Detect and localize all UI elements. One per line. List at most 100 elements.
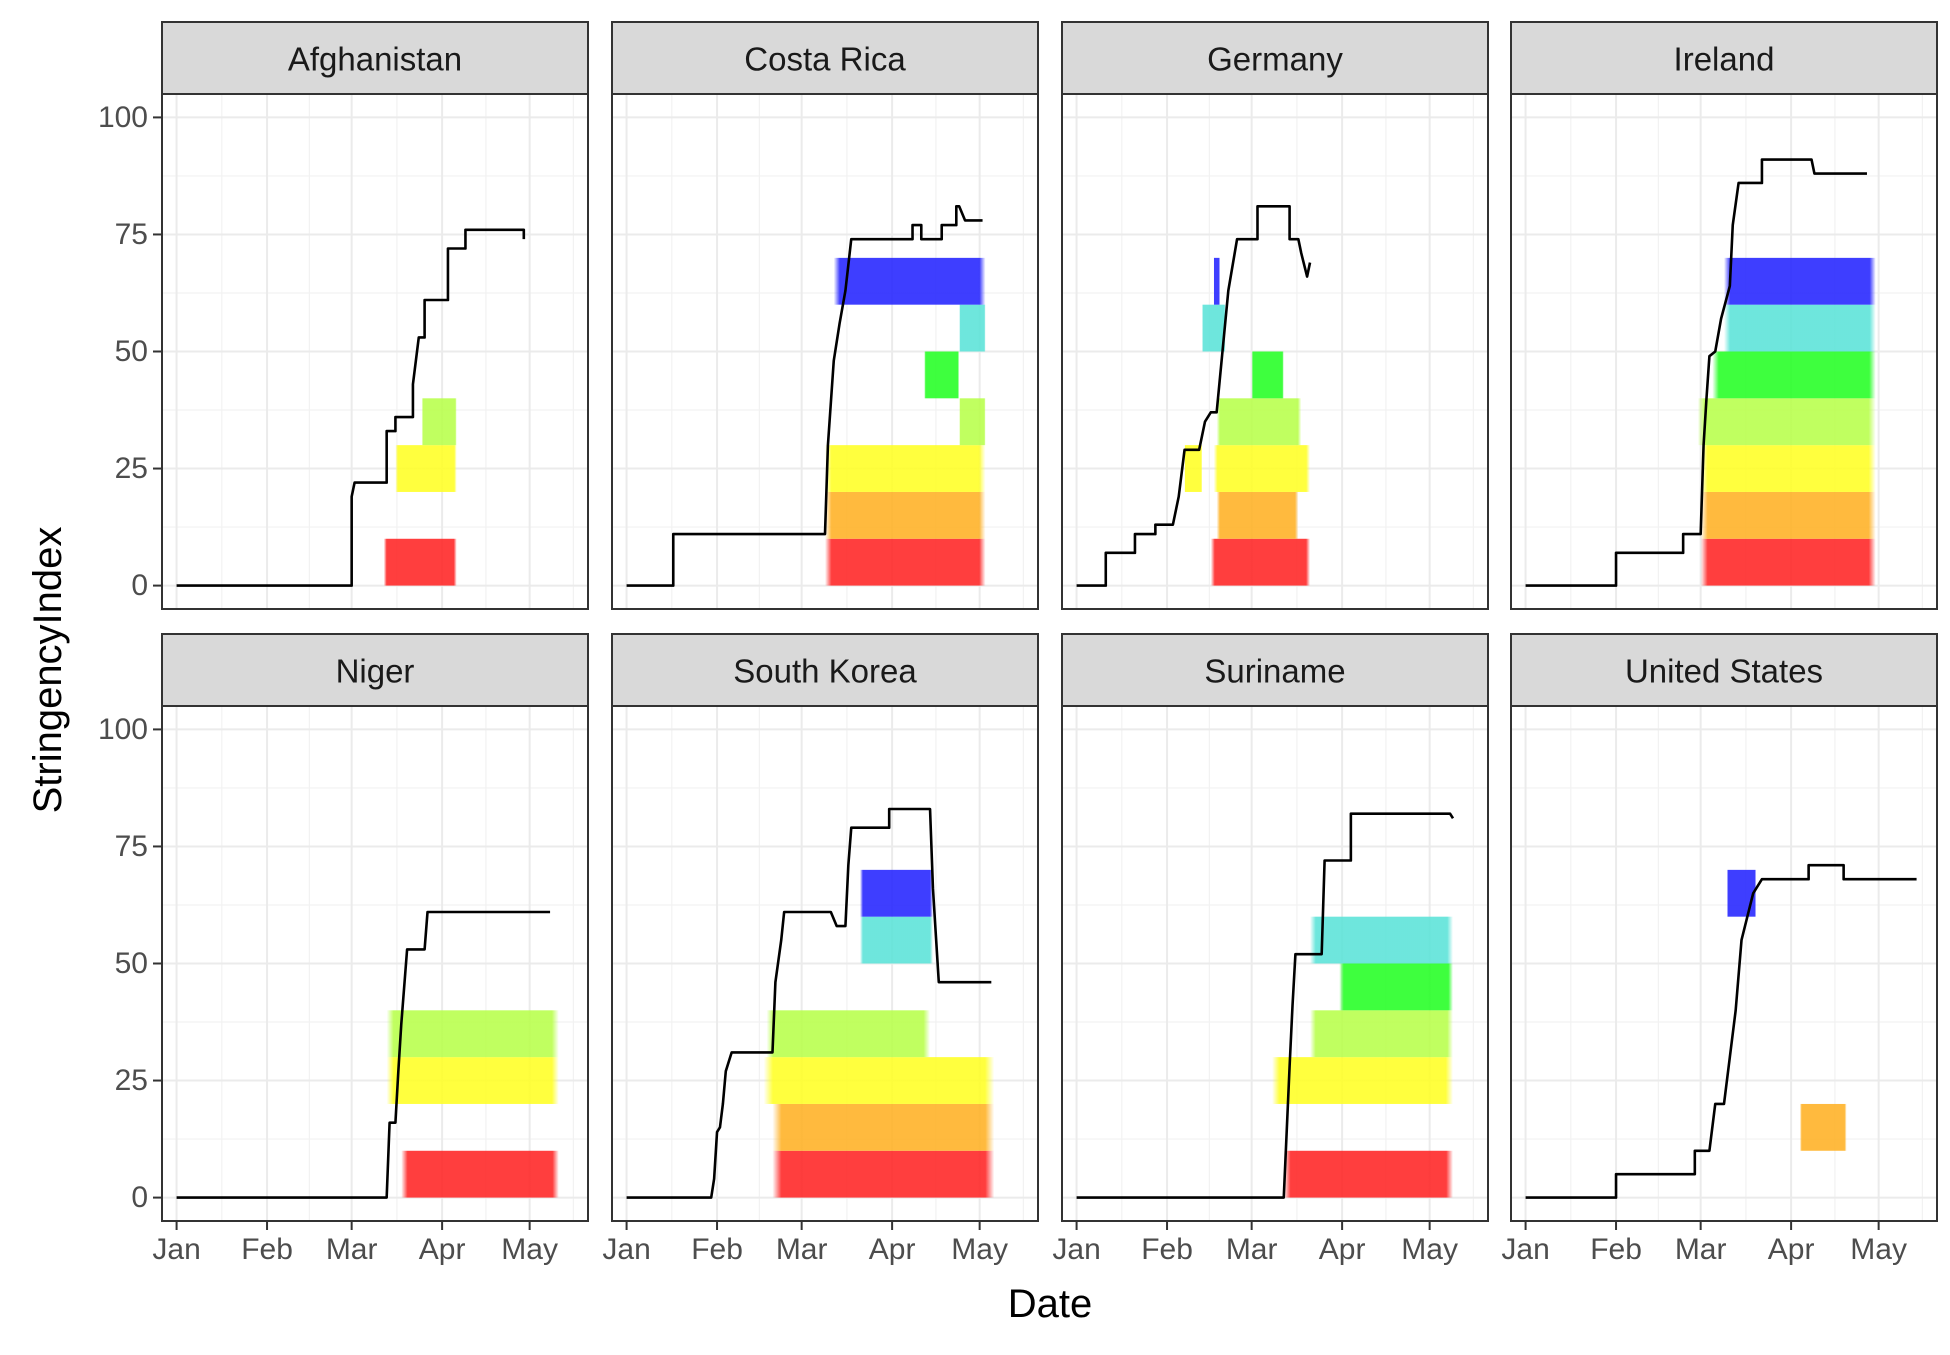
stringency-line [626, 205, 983, 587]
x-tick-label: Jan [152, 1233, 200, 1266]
stringency-line [1525, 863, 1917, 1199]
measure-band [763, 1057, 995, 1104]
facet-panel: Ireland [1510, 21, 1938, 610]
y-tick-label: 100 [98, 101, 148, 134]
measure-band [1712, 351, 1876, 399]
measure-band [1700, 445, 1876, 492]
y-axis-title: StringencyIndex [26, 527, 70, 814]
y-tick-label: 75 [115, 830, 148, 863]
measure-band [1213, 445, 1311, 492]
facet-strip [161, 21, 589, 95]
measure-band [1310, 916, 1453, 964]
measure-band [386, 1057, 559, 1104]
measure-band [825, 491, 986, 539]
measure-band [959, 398, 986, 446]
facet-panel: Niger 0 25 50 75 100 Jan Feb Mar Apr May [98, 633, 589, 1266]
x-tick-label: Apr [419, 1233, 466, 1266]
x-tick-label: Mar [1675, 1233, 1727, 1266]
facet-strip-label: Suriname [1204, 653, 1345, 690]
x-tick-label: Apr [1319, 1233, 1366, 1266]
x-tick-label: Feb [1590, 1233, 1642, 1266]
measure-band [833, 257, 986, 305]
stringency-line [626, 807, 992, 1199]
stringency-line [176, 228, 526, 587]
measure-band [1310, 1010, 1453, 1058]
measure-band [766, 1010, 931, 1058]
y-axis-title-text: StringencyIndex [26, 527, 70, 814]
measure-band [1216, 398, 1302, 446]
measure-band [772, 1103, 995, 1151]
x-tick-label: May [501, 1233, 558, 1266]
x-tick-label: May [951, 1233, 1008, 1266]
measure-band [1184, 445, 1203, 492]
measure-band [395, 445, 457, 492]
measure-band [924, 351, 960, 399]
facet-strip-label: Germany [1207, 41, 1343, 78]
y-tick-label: 50 [115, 335, 148, 368]
x-tick-label: Jan [1052, 1233, 1100, 1266]
x-tick-label: Feb [241, 1233, 293, 1266]
measure-band [1202, 304, 1226, 352]
x-tick-label: Apr [1768, 1233, 1815, 1266]
facet-strip [1061, 21, 1489, 95]
measure-band [1213, 257, 1220, 305]
x-tick-label: Apr [869, 1233, 916, 1266]
measure-band [1216, 491, 1299, 539]
y-tick-label: 100 [98, 713, 148, 746]
x-tick-label: Jan [602, 1233, 650, 1266]
facet-strip [1510, 21, 1938, 95]
x-tick-label: Mar [1226, 1233, 1278, 1266]
panels-layer: Afghanistan 0 25 50 75 100 Costa Rica Germany Ir… [98, 21, 1938, 1266]
y-tick-label: 25 [115, 1064, 148, 1097]
measure-band [1272, 1057, 1453, 1104]
stringency-line [176, 910, 551, 1199]
measure-band [1339, 963, 1453, 1011]
facet-panel: Costa Rica [611, 21, 1039, 610]
measure-band [825, 445, 986, 492]
measure-band [825, 538, 986, 586]
facet-panel: Afghanistan 0 25 50 75 100 [98, 21, 589, 610]
measure-band [1700, 538, 1876, 586]
facet-strip [611, 21, 1039, 95]
x-tick-label: Jan [1501, 1233, 1549, 1266]
measure-band [1283, 1150, 1453, 1198]
facet-strip-label: United States [1625, 653, 1823, 690]
x-tick-label: Mar [326, 1233, 378, 1266]
facet-strip-label: Afghanistan [288, 41, 462, 78]
x-axis-title: Date [1007, 1282, 1093, 1326]
y-tick-label: 25 [115, 452, 148, 485]
measure-band [401, 1150, 559, 1198]
measure-band [1724, 304, 1876, 352]
facet-strip-label: Ireland [1674, 41, 1775, 78]
y-tick-label: 0 [131, 1181, 148, 1214]
facet-panel: South Korea Jan Feb Mar Apr May [602, 633, 1039, 1266]
x-tick-label: Mar [776, 1233, 828, 1266]
facet-strip [1510, 633, 1938, 707]
facet-strip [611, 633, 1039, 707]
measure-band [1724, 257, 1876, 305]
x-tick-label: Feb [691, 1233, 743, 1266]
y-tick-label: 50 [115, 947, 148, 980]
x-tick-label: May [1850, 1233, 1907, 1266]
facet-panel: Suriname Jan Feb Mar Apr May [1052, 633, 1489, 1266]
measure-band [959, 304, 986, 352]
x-tick-label: Feb [1141, 1233, 1193, 1266]
measure-band [1700, 491, 1876, 539]
stringency-line [1076, 812, 1455, 1199]
facet-strip [161, 633, 589, 707]
measure-band [421, 398, 457, 446]
facet-strip [1061, 633, 1489, 707]
measure-band [1697, 398, 1876, 446]
facet-panel: United States Jan Feb Mar Apr May [1501, 633, 1938, 1266]
facet-strip-label: Niger [336, 653, 415, 690]
measure-band [1251, 351, 1284, 399]
y-tick-label: 75 [115, 218, 148, 251]
facet-strip-label: Costa Rica [744, 41, 906, 78]
y-tick-label: 0 [131, 569, 148, 602]
stringency-line [1076, 205, 1312, 587]
facet-strip-label: South Korea [733, 653, 917, 690]
measure-band [386, 1010, 559, 1058]
measure-band [860, 916, 933, 964]
